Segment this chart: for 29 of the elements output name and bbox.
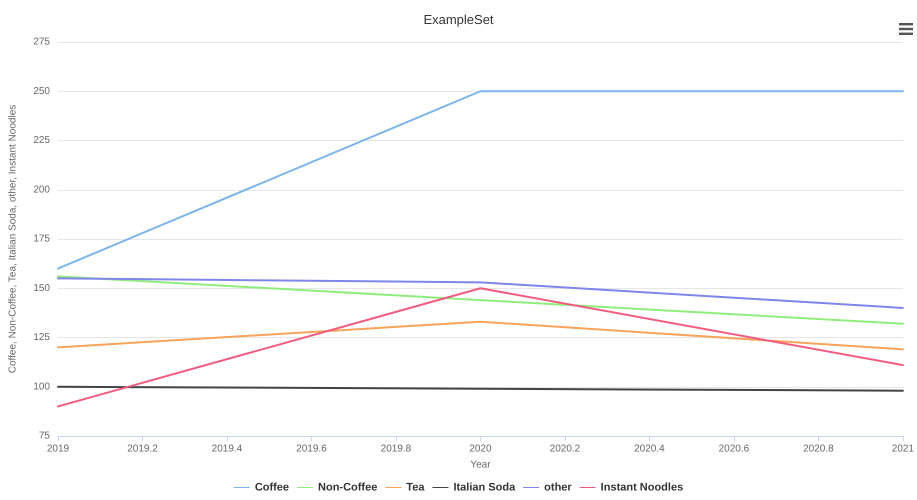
y-tick-label: 150 (33, 282, 50, 294)
legend-label: Non-Coffee (318, 482, 378, 494)
x-tick-label: 2020.6 (718, 444, 750, 454)
y-tick-label: 200 (33, 184, 50, 196)
x-tick-label: 2019.4 (212, 444, 243, 454)
x-tick-label: 2019.6 (296, 444, 328, 454)
x-tick-label: 2019.8 (380, 444, 412, 454)
y-axis-title: Coffee, Non-Coffee, Tea, Italian Soda, other, Instant Noodles (8, 104, 18, 374)
x-tick-label: 2019 (46, 444, 70, 454)
legend-label: Coffee (254, 482, 290, 494)
x-tick-label: 2020.4 (634, 444, 666, 454)
legend-label: Tea (406, 482, 426, 494)
y-tick-label: 250 (33, 86, 50, 97)
y-tick-label: 175 (33, 234, 50, 244)
y-tick-label: 275 (33, 36, 50, 48)
x-tick-label: 2020.2 (550, 444, 581, 454)
y-tick-label: 225 (33, 135, 50, 146)
legend-label: other (544, 482, 572, 494)
x-tick-label: 2019.2 (127, 444, 158, 454)
chart-title: ExampleSet (423, 12, 494, 27)
x-tick-label: 2020 (469, 444, 492, 454)
x-axis-title: Year (470, 460, 492, 470)
y-tick-label: 100 (33, 381, 50, 392)
x-tick-label: 2020.8 (803, 444, 834, 454)
legend-label: Italian Soda (453, 482, 516, 494)
y-tick-label: 125 (33, 332, 50, 343)
x-tick-label: 2021 (892, 444, 914, 454)
y-tick-label: 75 (38, 430, 50, 442)
legend-label: Instant Noodles (600, 482, 684, 494)
